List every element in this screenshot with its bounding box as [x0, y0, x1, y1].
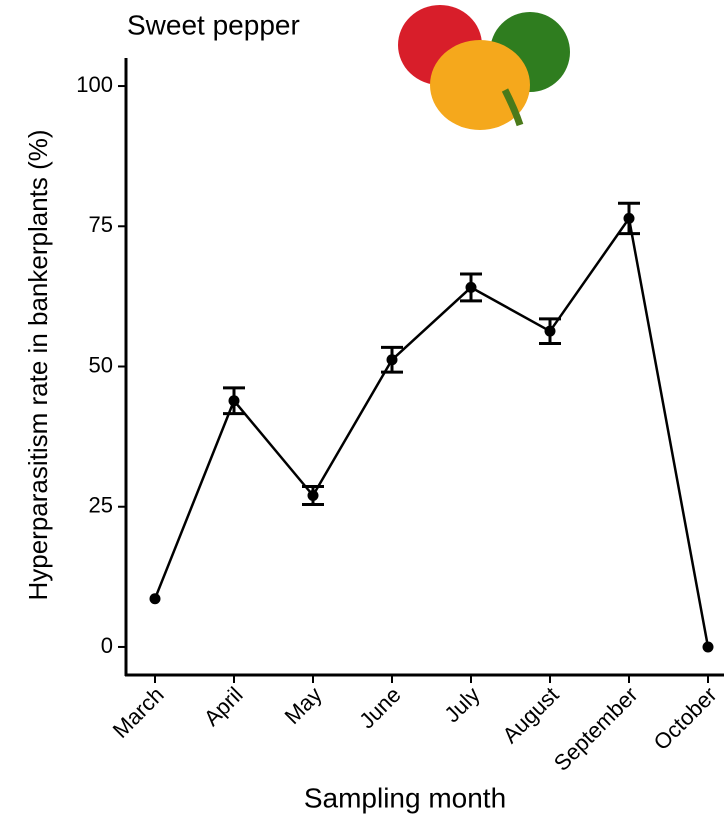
data-point: [544, 325, 556, 337]
data-point: [465, 281, 477, 293]
x-axis-label: Sampling month: [304, 782, 506, 813]
data-line: [153, 215, 710, 648]
y-tick-label: 0: [101, 633, 113, 658]
y-tick-label: 100: [76, 72, 113, 97]
x-tick-label: June: [354, 682, 405, 733]
data-point: [386, 354, 398, 366]
data-point: [307, 490, 319, 502]
data-point: [702, 641, 714, 653]
y-tick-label: 75: [89, 212, 113, 237]
x-tick-label: March: [108, 682, 169, 743]
data-point: [149, 593, 161, 605]
x-tick-label: July: [439, 682, 484, 727]
y-tick-label: 25: [89, 493, 113, 518]
data-point: [623, 212, 635, 224]
x-tick-label: August: [498, 682, 564, 748]
data-point: [228, 395, 240, 407]
x-tick-label: May: [280, 682, 327, 729]
chart-title: Sweet pepper: [127, 9, 300, 40]
x-tick-label: September: [549, 682, 643, 776]
pepper-illustration: [398, 5, 570, 130]
y-axis-label: Hyperparasitism rate in bankerplants (%): [23, 129, 53, 600]
y-tick-label: 50: [89, 352, 113, 377]
x-tick-label: October: [649, 682, 722, 755]
x-tick-label: April: [199, 682, 248, 731]
